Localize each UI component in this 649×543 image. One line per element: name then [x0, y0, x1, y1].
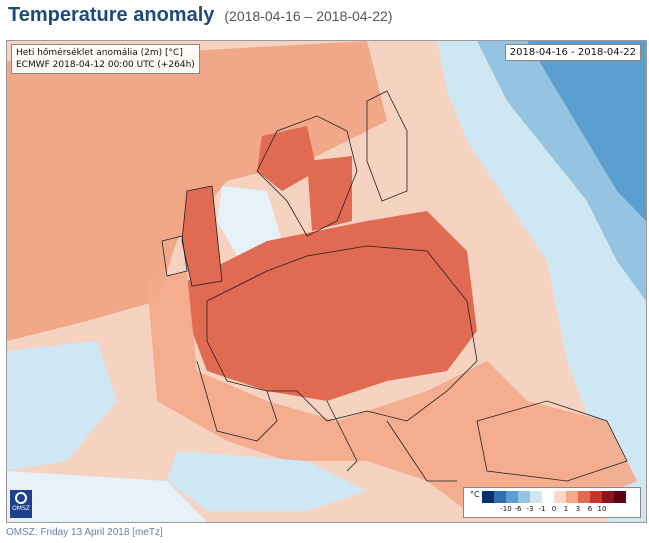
legend-swatch — [518, 491, 530, 503]
map-info-box: Heti hőmérséklet anomália (2m) [°C] ECMW… — [11, 44, 200, 74]
coastlines — [161, 90, 628, 482]
west-cool-area — [7, 341, 117, 471]
info-variable: Heti hőmérséklet anomália (2m) [°C] — [16, 48, 183, 58]
footer-credit: OMSZ: Friday 13 April 2018 [meTz] — [6, 527, 163, 538]
legend-swatch — [602, 491, 614, 503]
legend-swatch — [482, 491, 494, 503]
britain-warm — [182, 186, 222, 286]
sweden-warm — [307, 156, 352, 231]
legend-color-bar — [482, 491, 626, 503]
legend-swatch — [530, 491, 542, 503]
color-legend: °C -10 -6 -3 -1 0 1 3 6 10 — [463, 487, 641, 518]
legend-tick-label: 10 — [597, 505, 607, 513]
legend-tick-label: 1 — [563, 505, 569, 513]
mediterranean-cool — [167, 451, 367, 511]
legend-tick-label: -1 — [538, 505, 546, 513]
logo-emblem-icon — [15, 492, 27, 504]
norway-warm — [257, 126, 317, 191]
map-date-box: 2018-04-16 - 2018-04-22 — [504, 44, 641, 61]
omsz-logo: OMSZ — [10, 490, 32, 518]
date-range: (2018-04-16 – 2018-04-22) — [224, 8, 393, 24]
legend-swatch — [614, 491, 626, 503]
legend-tick-label: 6 — [587, 505, 593, 513]
legend-tick-label: -10 — [500, 505, 512, 513]
page-header: Temperature anomaly (2018-04-16 – 2018-0… — [8, 4, 393, 32]
anomaly-map: Heti hőmérséklet anomália (2m) [°C] ECMW… — [6, 40, 647, 523]
info-model-run: ECMWF 2018-04-12 00:00 UTC (+264h) — [16, 60, 195, 70]
map-graphic — [7, 41, 646, 522]
south-europe-warm — [147, 271, 637, 511]
legend-tick-label: 3 — [575, 505, 581, 513]
legend-swatch — [590, 491, 602, 503]
southwest-cool — [7, 471, 207, 522]
logo-text: OMSZ — [12, 505, 30, 512]
legend-swatch — [542, 491, 554, 503]
legend-swatch — [506, 491, 518, 503]
legend-labels: -10 -6 -3 -1 0 1 3 6 10 — [482, 505, 638, 515]
legend-swatch — [578, 491, 590, 503]
legend-swatch — [554, 491, 566, 503]
east-coldest-area — [527, 41, 646, 221]
legend-tick-label: 0 — [551, 505, 557, 513]
central-europe-warm — [187, 211, 477, 401]
legend-tick-label: -3 — [526, 505, 534, 513]
page-title: Temperature anomaly — [8, 4, 215, 26]
legend-unit: °C — [470, 490, 480, 499]
legend-tick-label: -6 — [514, 505, 522, 513]
north-sea-cool — [217, 186, 282, 256]
legend-swatch — [566, 491, 578, 503]
legend-swatch — [494, 491, 506, 503]
